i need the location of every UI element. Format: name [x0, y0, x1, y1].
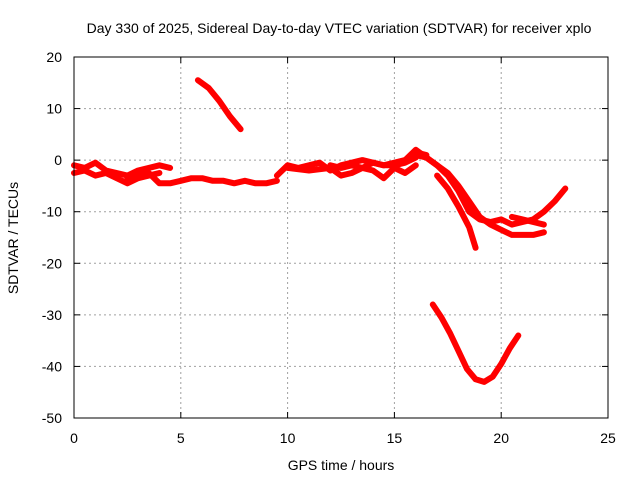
y-tick-label: -30 — [42, 307, 62, 323]
y-tick-label: 10 — [46, 101, 62, 117]
x-tick-label: 15 — [387, 430, 403, 446]
grid — [74, 57, 608, 418]
y-tick-label: -20 — [42, 255, 62, 271]
y-tick-label: -50 — [42, 410, 62, 426]
y-axis-label: SDTVAR / TECUs — [5, 182, 21, 294]
x-tick-label: 20 — [493, 430, 509, 446]
series-line-track-i — [412, 152, 547, 238]
chart-title: Day 330 of 2025, Sidereal Day-to-day VTE… — [87, 20, 592, 36]
axis-ticks: 0 5 10 15 20 25 20 10 0 -10 -20 -30 -40 -50 — [42, 49, 616, 446]
y-tick-label: -10 — [42, 204, 62, 220]
series-line-track-j — [434, 172, 479, 251]
series-line-track-c — [124, 170, 280, 187]
y-tick-label: 0 — [54, 152, 62, 168]
y-tick-label: -40 — [42, 358, 62, 374]
series-line-track-a — [71, 159, 174, 179]
series-line-track-g — [327, 154, 419, 171]
x-tick-label: 10 — [280, 430, 296, 446]
x-tick-label: 0 — [70, 430, 78, 446]
series-line-track-d — [194, 77, 244, 133]
plot-frame — [73, 56, 609, 419]
x-axis-label: GPS time / hours — [288, 457, 395, 473]
y-tick-label: 20 — [46, 49, 62, 65]
series-layer — [71, 77, 569, 385]
x-tick-label: 25 — [600, 430, 616, 446]
x-tick-label: 5 — [177, 430, 185, 446]
series-line-track-k — [508, 213, 547, 228]
series-line-track-l — [429, 301, 522, 385]
